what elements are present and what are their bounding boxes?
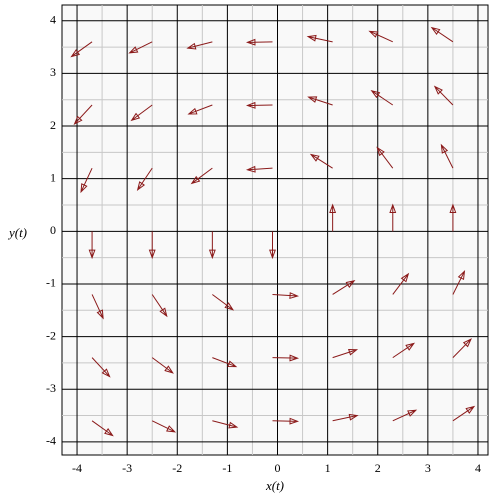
arrow: [151, 420, 177, 433]
arrow: [306, 34, 333, 43]
y-tick-label: 0: [50, 223, 56, 237]
y-tick-label: 4: [50, 13, 56, 27]
arrow: [208, 231, 216, 260]
arrow: [245, 165, 273, 173]
arrow: [272, 292, 300, 299]
arrow: [452, 270, 466, 295]
arrow: [186, 41, 213, 50]
arrow: [190, 167, 213, 185]
arrow: [440, 143, 454, 169]
arrow: [91, 294, 104, 320]
y-axis-label: y(t): [7, 225, 27, 240]
arrow: [148, 231, 156, 260]
x-tick-label: 1: [325, 461, 331, 475]
arrow: [212, 294, 235, 311]
arrow: [392, 409, 418, 422]
arrow: [187, 104, 213, 115]
arrow: [449, 203, 457, 232]
arrow: [130, 104, 153, 122]
y-tick-label: -2: [46, 328, 56, 342]
arrow: [452, 338, 472, 358]
arrow: [136, 167, 153, 191]
arrow: [91, 420, 114, 437]
arrow: [212, 357, 238, 368]
arrow: [151, 294, 168, 318]
y-tick-label: 3: [50, 65, 56, 79]
arrow: [309, 153, 333, 169]
arrow: [368, 30, 393, 43]
arrow: [376, 146, 394, 169]
x-tick-label: 0: [275, 461, 281, 475]
arrow: [88, 231, 96, 260]
plot-area: [61, 4, 489, 456]
arrow: [70, 41, 93, 58]
y-tick-label: -1: [46, 276, 56, 290]
x-tick-label: 2: [375, 461, 381, 475]
arrow: [389, 203, 397, 232]
y-tick-label: -3: [46, 381, 56, 395]
x-tick-label: -3: [122, 461, 132, 475]
arrow: [272, 417, 300, 425]
arrow: [430, 26, 454, 43]
arrow: [329, 203, 337, 232]
arrow: [332, 348, 359, 359]
arrow: [332, 413, 359, 422]
arrow: [370, 89, 394, 106]
arrow: [128, 41, 153, 54]
arrow: [80, 167, 93, 194]
arrow: [73, 104, 93, 126]
arrow: [392, 342, 416, 359]
y-tick-label: -4: [46, 434, 56, 448]
x-axis-label: x(t): [265, 478, 284, 493]
y-tick-label: 2: [50, 118, 56, 132]
x-tick-label: -1: [222, 461, 232, 475]
x-tick-label: -4: [72, 461, 82, 475]
arrow: [269, 231, 276, 260]
x-tick-label: 4: [475, 461, 481, 475]
arrow: [272, 354, 300, 362]
arrow: [433, 85, 454, 106]
arrow: [91, 357, 111, 378]
x-tick-label: -2: [172, 461, 182, 475]
y-tick-label: 1: [50, 170, 56, 184]
arrow: [212, 420, 239, 429]
arrow: [452, 405, 476, 422]
arrow: [307, 96, 333, 106]
arrow: [245, 38, 273, 46]
arrow: [151, 357, 174, 374]
arrow: [245, 101, 273, 109]
x-tick-label: 3: [425, 461, 431, 475]
arrow: [332, 280, 356, 295]
arrow: [392, 272, 410, 295]
